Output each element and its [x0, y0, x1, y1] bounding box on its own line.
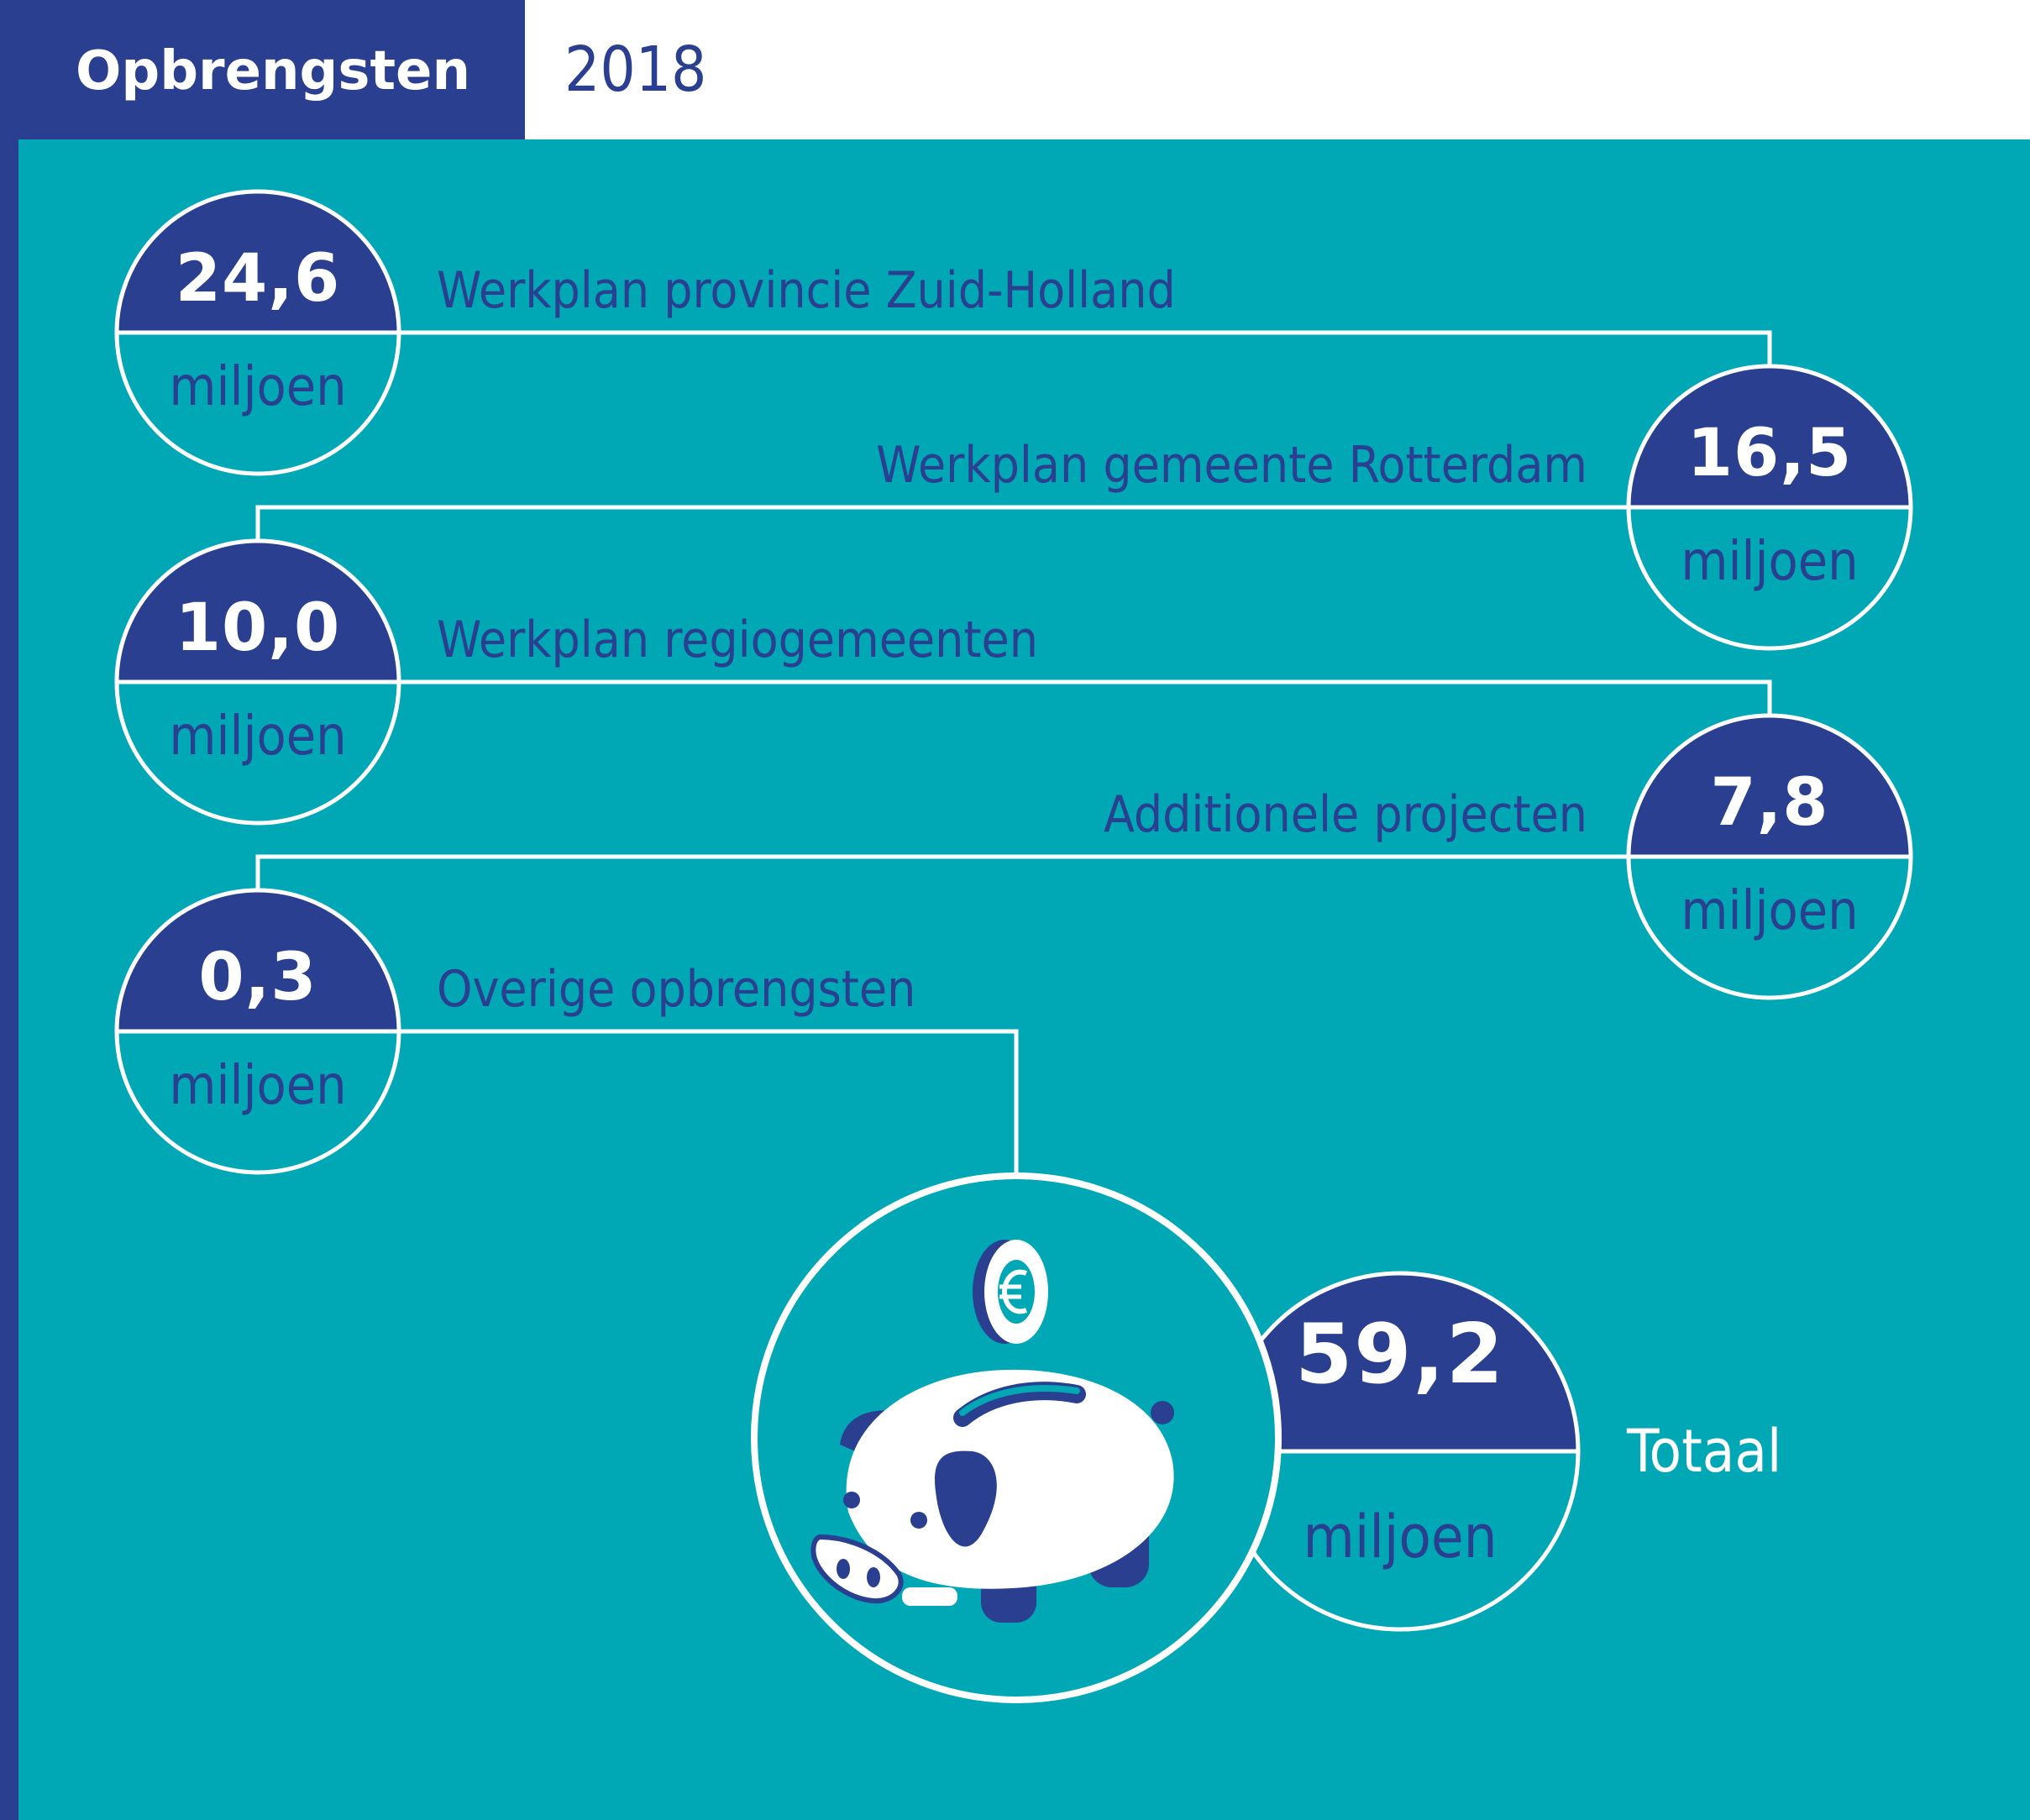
label-2: Werkplan gemeente Rotterdam [876, 436, 1587, 495]
value-2: 16,5 [1687, 416, 1852, 491]
value-1: 24,6 [176, 241, 340, 317]
connector-lines [255, 330, 1772, 1186]
unit-5: miljoen [169, 1055, 346, 1117]
euro-coin-icon [973, 1240, 1048, 1344]
value-circle-5: 0,3 miljoen [114, 888, 401, 1175]
unit-2: miljoen [1681, 531, 1858, 593]
total-value: 59,2 [1295, 1307, 1505, 1403]
header-title: Opbrengsten [76, 40, 470, 102]
value-4: 7,8 [1710, 765, 1828, 841]
left-border-strip [0, 139, 18, 1820]
total-label: Totaal [1626, 1417, 1781, 1486]
unit-1: miljoen [169, 356, 346, 418]
value-5: 0,3 [198, 940, 317, 1015]
connector-line-4 [255, 854, 1629, 890]
connector-line-3 [399, 679, 1772, 716]
header-year: 2018 [564, 34, 706, 106]
label-3: Werkplan regiogemeenten [437, 611, 1038, 669]
value-circle-1: 24,6 miljoen [114, 189, 401, 476]
value-circle-2: 16,5 miljoen [1626, 364, 1913, 651]
value-circle-4: 7,8 miljoen [1626, 713, 1913, 1000]
connector-line-2 [255, 505, 1629, 541]
value-3: 10,0 [176, 590, 340, 666]
connector-line-5 [399, 1029, 1019, 1186]
unit-3: miljoen [169, 705, 346, 768]
piggy-bank-circle [751, 1172, 1282, 1703]
label-1: Werkplan provincie Zuid-Holland [437, 261, 1176, 320]
header-title-bar [0, 0, 525, 141]
connector-line-1 [399, 330, 1772, 366]
piggy-bank-icon [810, 1369, 1174, 1623]
label-5: Overige opbrengsten [437, 960, 915, 1019]
unit-4: miljoen [1681, 880, 1858, 942]
label-4: Additionele projecten [1104, 785, 1587, 844]
total-unit: miljoen [1303, 1503, 1497, 1571]
value-circle-3: 10,0 miljoen [114, 538, 401, 826]
